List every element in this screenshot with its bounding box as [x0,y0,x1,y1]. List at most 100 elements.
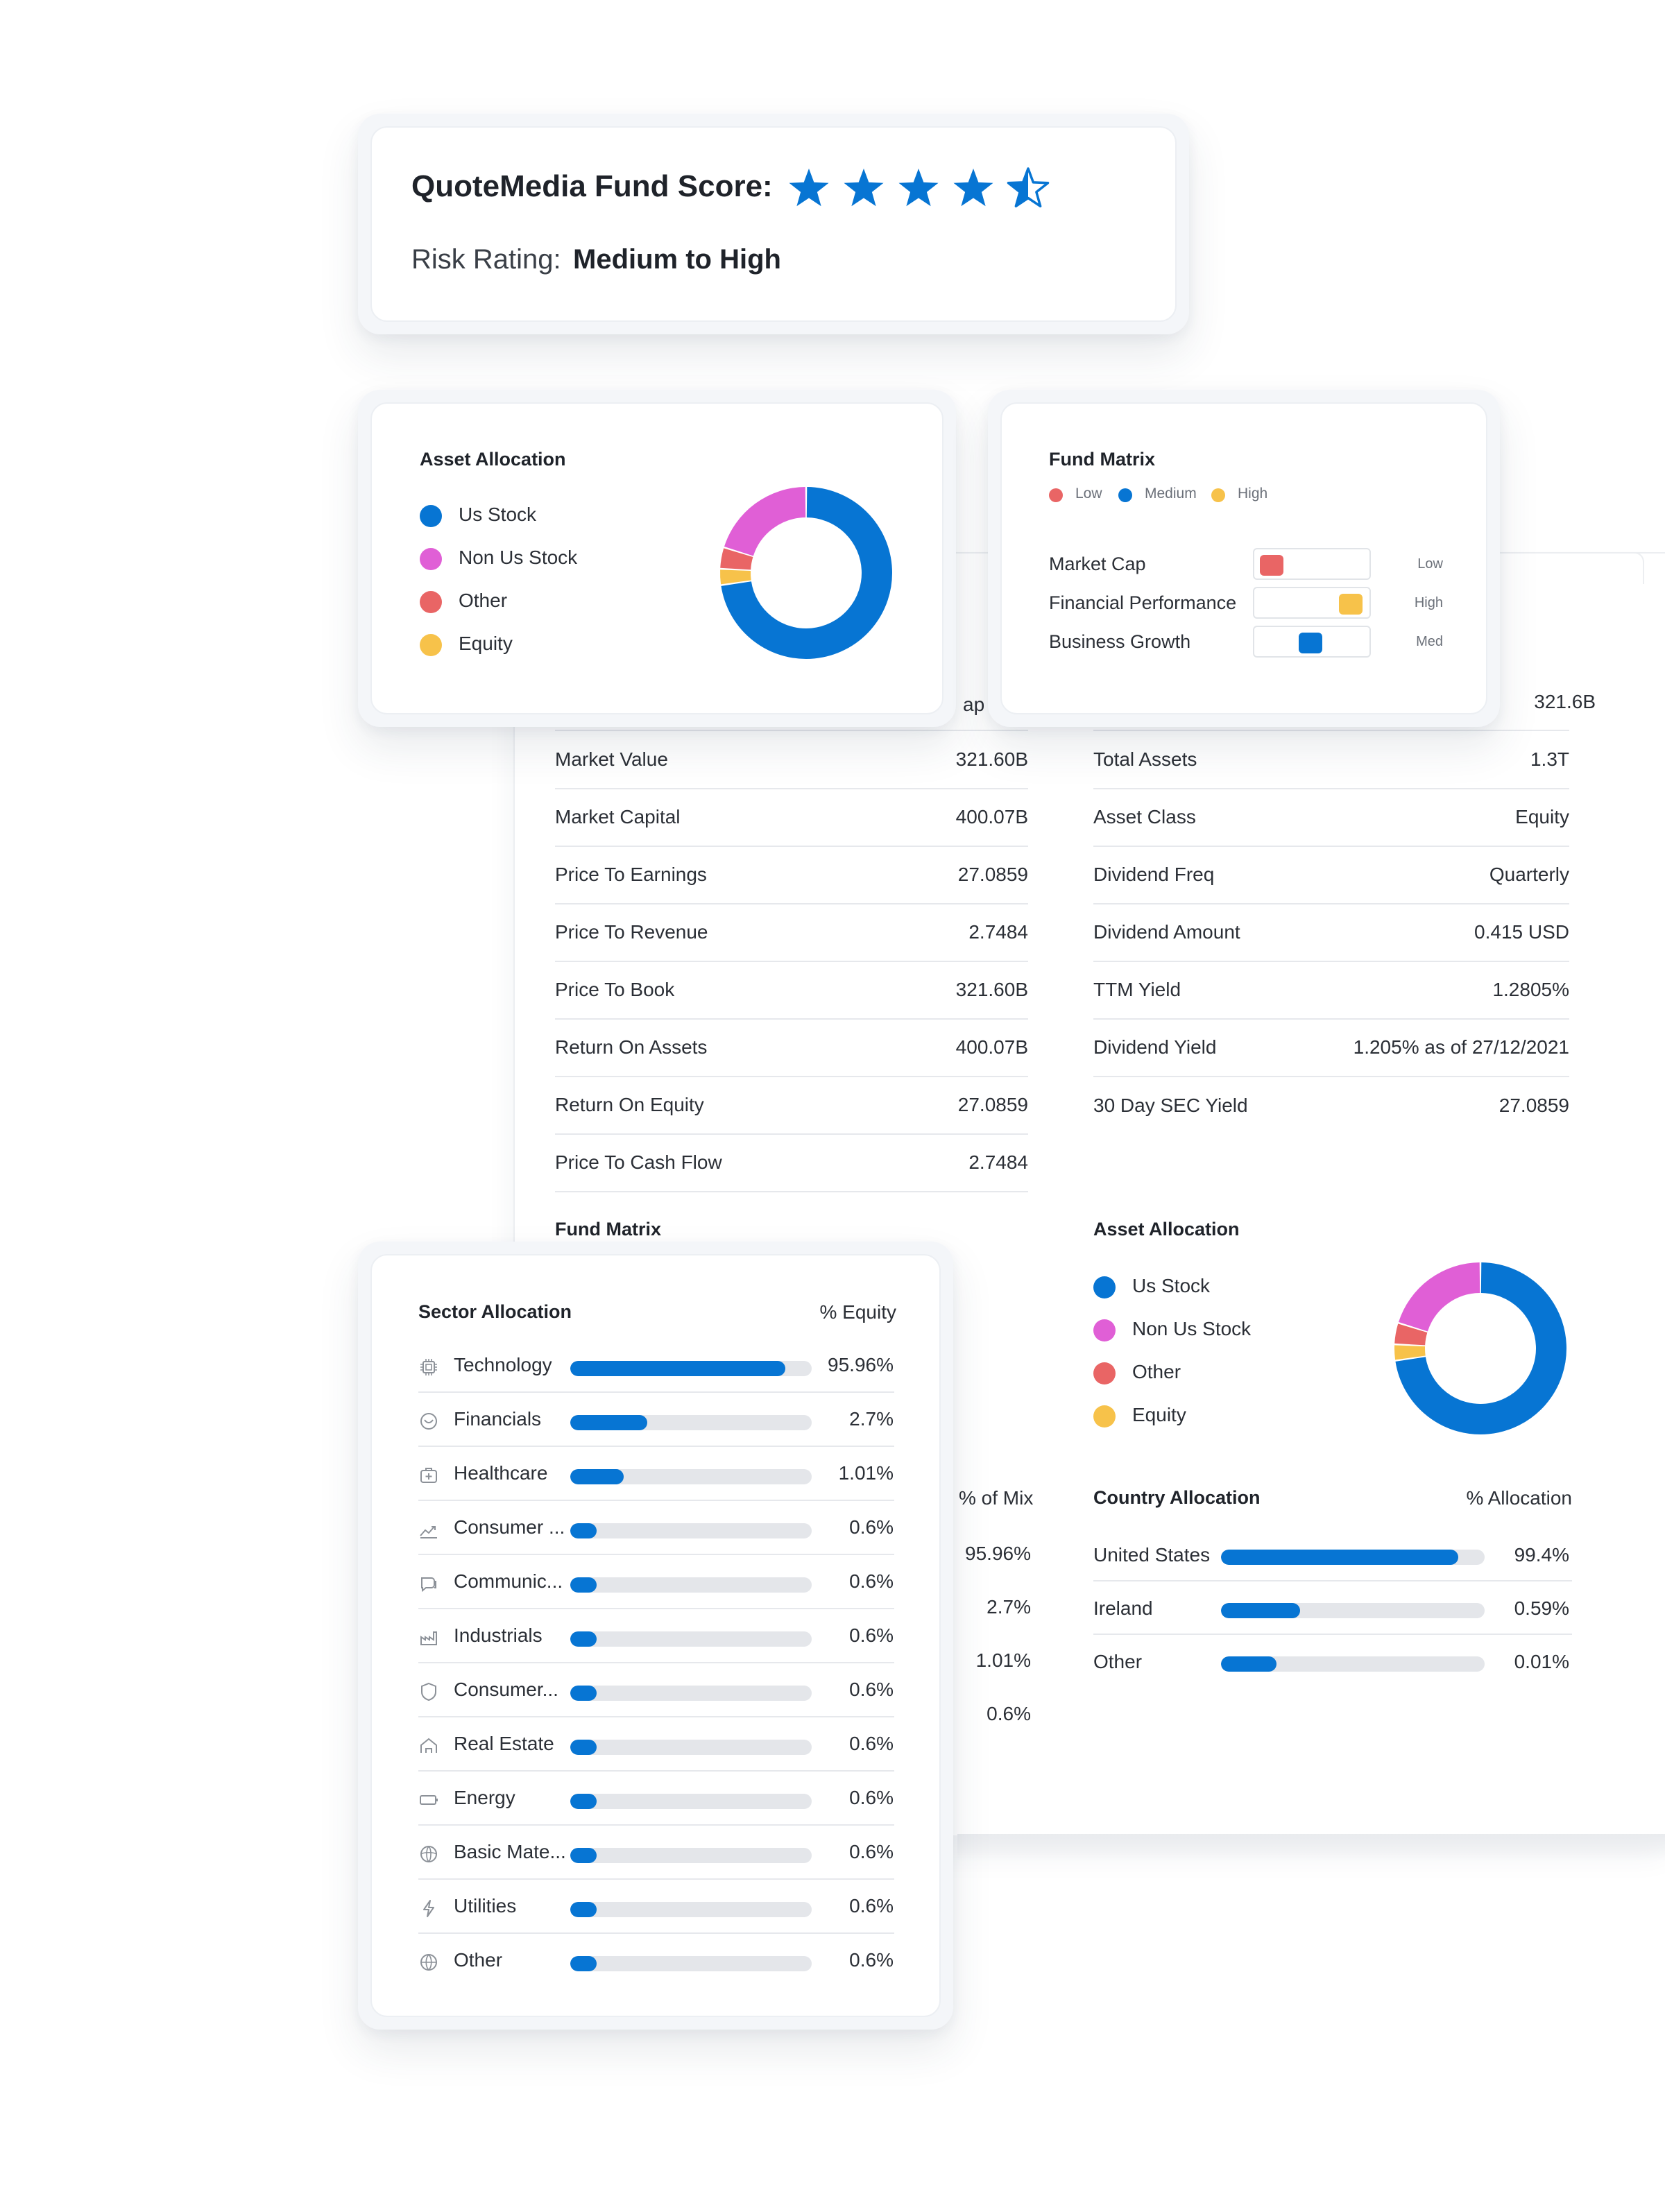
country-bar [1221,1656,1485,1672]
legend-label: Non Us Stock [1132,1318,1252,1339]
key-stat-label: Dividend Yield [1093,1036,1217,1058]
country-bar-fill [1221,1603,1300,1618]
sector-bar-fill [570,1361,785,1376]
plug-icon [418,1898,439,1919]
legend-dot [1093,1276,1116,1298]
star-full-icon [789,169,829,207]
legend-dot [1093,1319,1116,1341]
mix-value: 0.6% [987,1703,1031,1724]
legend-label: Other [459,590,508,611]
sector-bar [570,1740,812,1755]
key-stat-value: Quarterly [1489,864,1569,885]
legend-dot [1093,1405,1116,1427]
wallet-icon [418,1411,439,1432]
donut-slice [1394,1323,1428,1346]
sector-value: 95.96% [828,1354,894,1375]
legend-dot [1093,1362,1116,1384]
key-stat-row: Asset Class Equity [1093,789,1569,847]
country-bar [1221,1603,1485,1618]
key-stat-row: Price To Cash Flow 2.7484 [555,1134,1028,1192]
key-stat-value: 400.07B [955,1036,1028,1058]
sector-name: Healthcare [454,1462,548,1484]
donut-slice [720,548,753,570]
asset-allocation-donut-chart [1394,1262,1566,1434]
key-stat-row: TTM Yield 1.2805% [1093,961,1569,1020]
matrix-indicator [1253,626,1371,658]
matrix-row-label: Financial Performance [1049,592,1237,613]
sector-value: 1.01% [838,1462,894,1484]
key-stat-label: 30 Day SEC Yield [1093,1095,1248,1116]
sector-bar-fill [570,1902,597,1917]
sector-name: Consumer... [454,1679,558,1700]
sector-bar-fill [570,1469,624,1484]
fund-matrix-card-title: Fund Matrix [1049,449,1155,470]
key-stat-label: Dividend Amount [1093,921,1240,943]
sector-bar-fill [570,1686,597,1701]
sector-name: Utilities [454,1895,517,1917]
legend-dot [420,548,442,570]
sector-bar [570,1848,812,1863]
country-value: 99.4% [1514,1544,1569,1566]
key-stat-value: 321.60B [955,748,1028,770]
mix-value: 2.7% [987,1596,1031,1618]
key-stat-label: Total Assets [1093,748,1197,770]
sector-bar-fill [570,1956,597,1971]
sector-bar-fill [570,1523,597,1538]
legend-label: Other [1132,1361,1181,1382]
matrix-legend-dot [1118,488,1132,502]
sector-bar [570,1577,812,1593]
sector-bar [570,1523,812,1538]
row-divider [1093,1580,1572,1581]
donut-slice [720,569,751,585]
sector-bar [570,1794,812,1809]
sector-bar-fill [570,1740,597,1755]
donut-slice [1395,1262,1566,1434]
key-stat-value: 321.60B [955,979,1028,1000]
key-stat-value: Equity [1515,806,1569,828]
matrix-legend-label: Medium [1145,486,1197,501]
row-divider [1093,1634,1572,1635]
star-full-icon [898,169,939,207]
sector-value: 0.6% [849,1895,894,1917]
sector-bar [570,1469,812,1484]
legend-dot [420,591,442,613]
asset-allocation-card-title: Asset Allocation [420,449,566,470]
row-divider [418,1932,894,1934]
fund-score-title: QuoteMedia Fund Score: [411,169,773,203]
sector-value: 0.6% [849,1679,894,1700]
key-stat-row: Dividend Amount 0.415 USD [1093,904,1569,962]
key-stat-row: Price To Earnings 27.0859 [555,846,1028,904]
matrix-level-label: High [1414,595,1443,610]
sector-allocation-card [358,1242,953,2030]
matrix-indicator [1253,548,1371,580]
atom-icon [418,1844,439,1864]
legend-label: Non Us Stock [459,547,578,568]
sector-bar-fill [570,1794,597,1809]
country-bar-fill [1221,1550,1458,1565]
matrix-level-label: Med [1416,634,1443,649]
fund-matrix-section-title: Fund Matrix [555,1219,661,1240]
shield-icon [418,1681,439,1702]
key-stat-row: Dividend Yield 1.205% as of 27/12/2021 [1093,1019,1569,1077]
key-stat-value: 27.0859 [957,864,1028,885]
fund-score-card [358,114,1189,334]
key-stat-row: Return On Assets 400.07B [555,1019,1028,1077]
risk-rating-value: Medium to High [573,244,781,275]
legend-dot [420,505,442,527]
donut-slice [1398,1262,1480,1332]
row-divider [555,730,1028,731]
legend-dot [420,634,442,656]
key-stat-label: Price To Book [555,979,675,1000]
sector-name: Consumer ... [454,1516,565,1538]
medical-kit-icon [418,1465,439,1486]
sector-value: 0.6% [849,1841,894,1862]
key-stat-label: Price To Revenue [555,921,708,943]
sector-value: 0.6% [849,1949,894,1971]
key-stat-value: 1.205% as of 27/12/2021 [1353,1036,1569,1058]
sector-value: 0.6% [849,1787,894,1808]
mix-value: 95.96% [965,1543,1031,1564]
country-name: Other [1093,1651,1143,1672]
country-allocation-title: Country Allocation [1093,1487,1261,1508]
key-stat-row: Price To Revenue 2.7484 [555,904,1028,962]
risk-rating-label: Risk Rating: [411,244,561,275]
